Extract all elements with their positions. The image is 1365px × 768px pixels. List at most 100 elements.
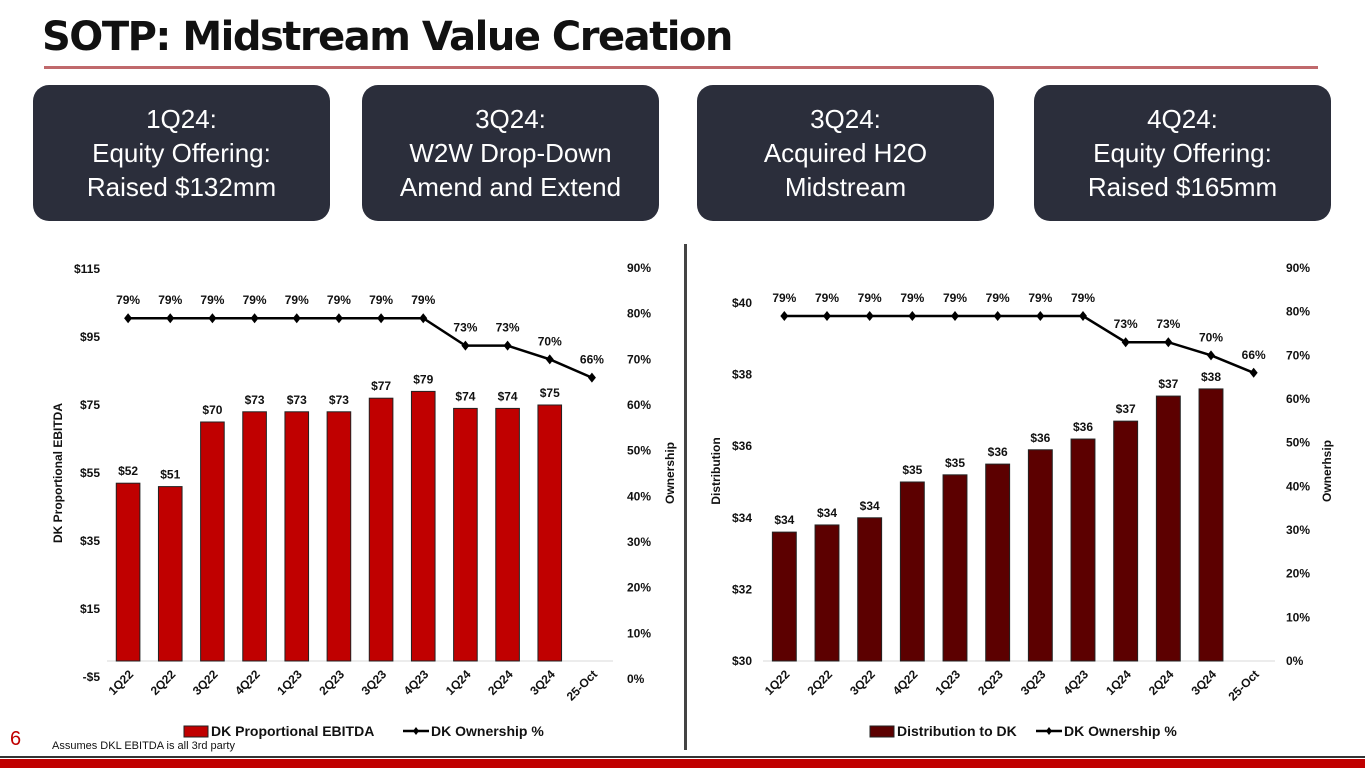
footer-bar	[0, 759, 1365, 768]
ownership-line	[128, 316, 593, 379]
y-axis-title: Distribution	[709, 437, 723, 504]
line-data-label: 79%	[858, 291, 882, 305]
x-axis-category-label: 1Q22	[762, 667, 793, 698]
bar	[537, 404, 563, 662]
x-axis-category-label: 2Q22	[804, 667, 835, 698]
ownership-marker	[1036, 311, 1045, 322]
y2-axis-tick-label: 30%	[627, 535, 651, 549]
milestone-date: 4Q24:	[1147, 104, 1218, 134]
ownership-marker	[951, 311, 959, 322]
milestone-box-3: 3Q24: Acquired H2O Midstream	[697, 85, 994, 221]
ownership-marker	[587, 372, 596, 383]
bar-data-label: $51	[160, 468, 180, 482]
line-data-label: 73%	[1156, 317, 1180, 331]
bar-data-label: $35	[945, 456, 965, 470]
y2-axis-tick-label: 40%	[1286, 479, 1310, 493]
bar-data-label: $34	[774, 513, 794, 527]
ownership-marker	[1121, 337, 1130, 348]
y2-axis-tick-label: 70%	[627, 352, 651, 366]
ownership-line	[784, 314, 1255, 374]
milestone-date: 3Q24:	[810, 104, 881, 134]
bar	[157, 486, 183, 662]
x-axis-category-label: 4Q22	[890, 667, 921, 698]
line-data-label: 79%	[411, 293, 435, 307]
y-axis-tick-label: $38	[732, 368, 752, 382]
bar	[1027, 449, 1053, 662]
bar-data-label: $52	[118, 464, 138, 478]
y2-axis-tick-label: 60%	[1286, 392, 1310, 406]
bar	[857, 517, 883, 662]
x-axis-category-label: 4Q23	[1060, 667, 1091, 698]
line-data-label: 79%	[200, 293, 224, 307]
y-axis-tick-label: $55	[80, 466, 100, 480]
line-data-label: 79%	[327, 293, 351, 307]
line-data-label: 79%	[1028, 291, 1052, 305]
y2-axis-tick-label: 80%	[627, 307, 651, 321]
bar	[985, 463, 1011, 662]
ownership-marker	[503, 340, 512, 351]
bar	[495, 407, 520, 662]
y2-axis-tick-label: 90%	[627, 261, 651, 275]
bar	[200, 421, 225, 662]
line-data-label: 73%	[496, 321, 520, 335]
bar-data-label: $75	[540, 386, 560, 400]
bar	[899, 481, 925, 662]
x-axis-category-label: 2Q23	[975, 667, 1006, 698]
bar-data-label: $36	[1073, 420, 1093, 434]
bar	[453, 407, 478, 662]
line-data-label: 79%	[943, 291, 967, 305]
title-underline	[44, 66, 1318, 69]
legend-line-marker	[413, 727, 419, 735]
y2-axis-tick-label: 80%	[1286, 305, 1310, 319]
bar	[284, 411, 310, 662]
bar-data-label: $74	[498, 389, 518, 403]
y2-axis-tick-label: 60%	[627, 398, 651, 412]
y-axis-tick-label: $30	[732, 654, 752, 668]
x-axis-category-label: 3Q23	[1018, 667, 1049, 698]
bar-data-label: $36	[1030, 431, 1050, 445]
milestone-date: 3Q24:	[475, 104, 546, 134]
y-axis-tick-label: $32	[732, 582, 752, 596]
line-data-label: 79%	[116, 293, 140, 307]
y2-axis-tick-label: 40%	[627, 489, 651, 503]
y-axis-tick-label: $15	[80, 602, 100, 616]
milestone-text: Midstream	[784, 172, 907, 202]
y-axis-tick-label: $40	[732, 296, 752, 310]
milestone-text: Equity Offering:	[92, 138, 271, 168]
bar	[1198, 388, 1224, 662]
y2-axis-tick-label: 0%	[627, 672, 645, 686]
y2-axis-tick-label: 10%	[627, 626, 651, 640]
y2-axis-tick-label: 70%	[1286, 348, 1310, 362]
bar	[410, 390, 436, 662]
ownership-marker	[166, 313, 175, 324]
line-data-label: 70%	[1199, 330, 1223, 344]
bar	[368, 397, 394, 662]
bar-data-label: $79	[413, 372, 433, 386]
milestone-text: Raised $132mm	[86, 172, 277, 202]
x-axis-category-label: 1Q23	[932, 667, 963, 698]
bar-data-label: $35	[902, 463, 922, 477]
ownership-marker	[780, 311, 789, 322]
x-axis-category-label: 1Q24	[1103, 667, 1134, 698]
line-data-label: 79%	[900, 291, 924, 305]
ownership-marker	[292, 313, 301, 324]
legend-bar-swatch	[869, 725, 895, 738]
milestone-text: Equity Offering:	[1093, 138, 1272, 168]
ownership-marker	[865, 311, 874, 322]
bar	[1070, 438, 1096, 662]
line-data-label: 79%	[815, 291, 839, 305]
milestone-text: Acquired H2O	[763, 138, 928, 168]
y-axis-tick-label: $36	[732, 439, 752, 453]
y-axis-tick-label: $35	[80, 534, 100, 548]
y2-axis-title: Ownership	[663, 442, 677, 504]
ownership-marker	[908, 311, 917, 322]
bar-data-label: $73	[287, 393, 307, 407]
y-axis-tick-label: -$5	[83, 670, 101, 684]
ownership-marker	[250, 313, 259, 324]
x-axis-category-label: 3Q22	[847, 667, 878, 698]
milestone-date: 1Q24:	[146, 104, 217, 134]
bar-data-label: $34	[817, 506, 837, 520]
x-axis-category-label: 3Q24	[1188, 667, 1219, 698]
